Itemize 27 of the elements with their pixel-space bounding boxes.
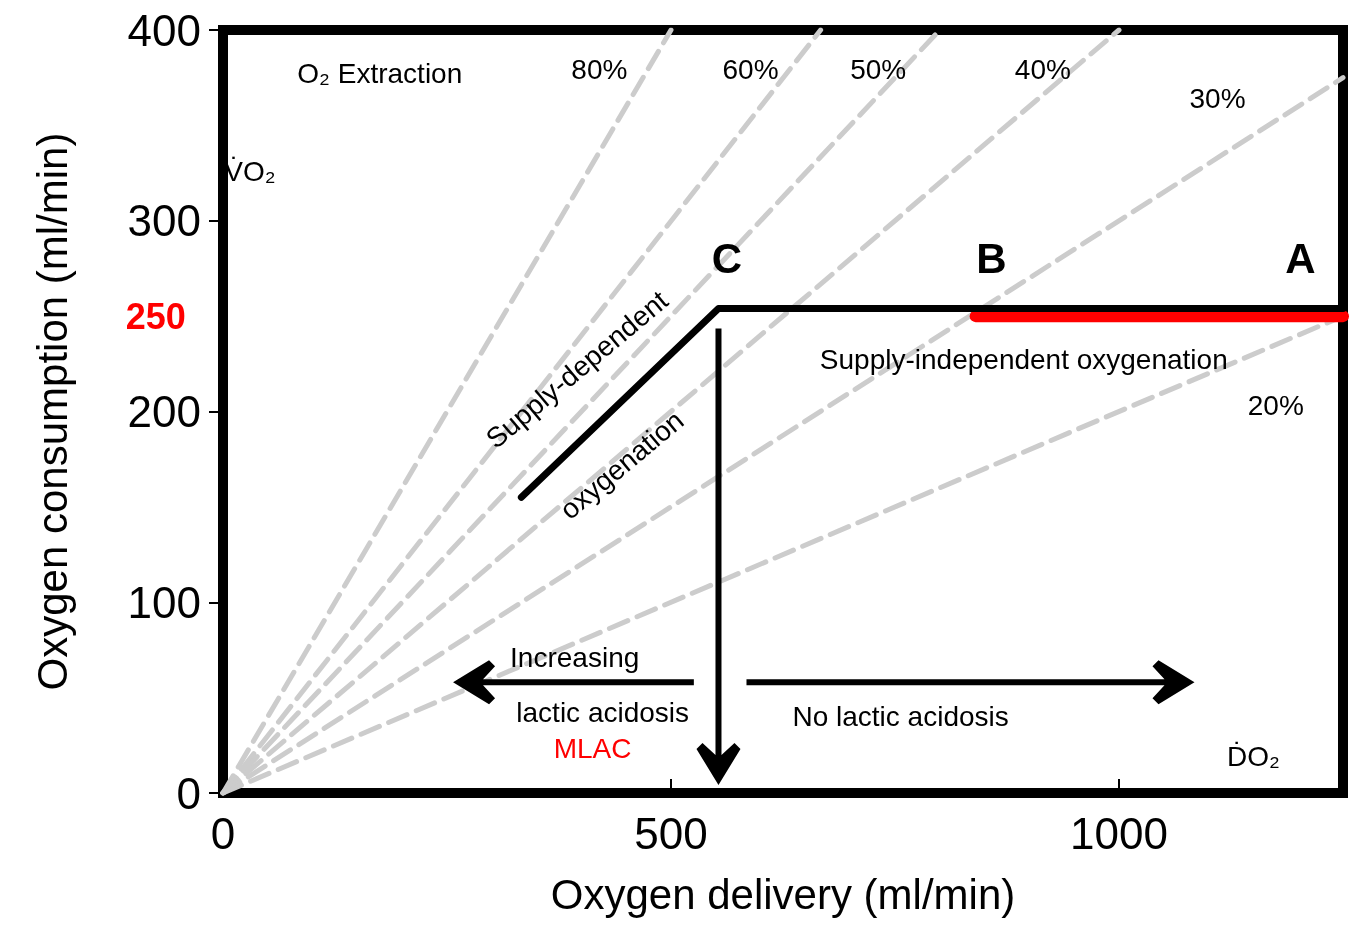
annotation: ḊO₂ xyxy=(1226,740,1280,772)
x-tick-label: 0 xyxy=(210,808,236,858)
annotation: 30% xyxy=(1189,83,1246,115)
annotation: Increasing xyxy=(510,641,640,673)
annotation: 50% xyxy=(850,54,907,86)
y-tick-label: 300 xyxy=(127,196,201,246)
y-tick-label: 400 xyxy=(127,5,201,55)
annotation: B xyxy=(976,235,1007,283)
annotation: A xyxy=(1285,235,1316,283)
y-axis-title: Oxygen consumption (ml/min) xyxy=(28,132,76,691)
annotation: Supply-independent oxygenation xyxy=(819,344,1228,376)
x-tick-label: 1000 xyxy=(1070,808,1168,858)
y-tick-label: 200 xyxy=(127,387,201,436)
y-tick-label: 0 xyxy=(176,768,201,818)
annotation: O₂ Extraction xyxy=(297,57,463,89)
x-tick-label: 500 xyxy=(634,808,708,858)
annotation: lactic acidosis xyxy=(516,697,690,729)
annotation: 40% xyxy=(1014,54,1071,86)
x-axis-title: Oxygen delivery (ml/min) xyxy=(550,870,1016,918)
annotation: 80% xyxy=(571,54,628,86)
annotation: MLAC xyxy=(553,733,632,765)
annotation: No lactic acidosis xyxy=(792,701,1009,733)
annotation: C xyxy=(711,235,743,283)
annotation: 60% xyxy=(722,54,779,86)
y-tick-label: 100 xyxy=(127,577,201,627)
annotation: 20% xyxy=(1247,389,1304,421)
text: 250 xyxy=(125,295,186,337)
